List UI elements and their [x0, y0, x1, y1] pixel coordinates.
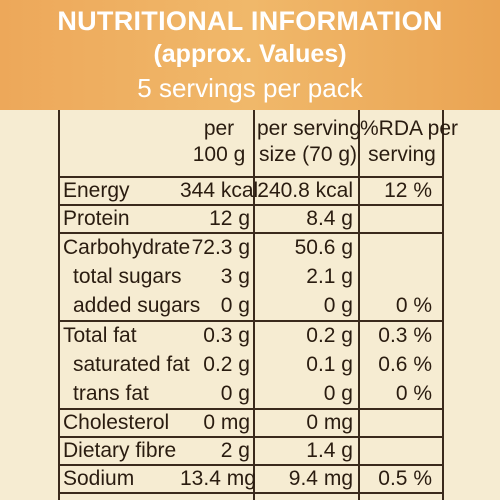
nutrient-label-total-fat: Total fat: [63, 324, 137, 347]
header-title: NUTRITIONAL INFORMATION: [57, 6, 443, 36]
divider-col-3: [358, 110, 360, 500]
per100-value: 2 g: [220, 439, 250, 462]
col-header-rda-line1: %RDA per: [360, 117, 459, 140]
nutrient-label-saturated-fat: saturated fat: [73, 353, 190, 376]
divider-carbohydrate: [58, 320, 444, 322]
nutrition-table: per 100 g per serving size (70 g) %RDA p…: [0, 110, 500, 500]
per-serving-value: 0.1 g: [306, 353, 353, 376]
rda-value: 0 %: [395, 382, 432, 405]
nutrient-label-trans-fat: trans fat: [73, 382, 149, 405]
col-header-per100-line1: per: [203, 117, 235, 140]
rda-value: 0.6 %: [378, 353, 432, 376]
header-subtitle: (approx. Values): [153, 40, 347, 68]
col-header-per100-line2: 100 g: [192, 143, 246, 166]
per100-value: 72.3 g: [191, 236, 250, 259]
per-serving-value: 8.4 g: [306, 207, 353, 230]
per-serving-value: 2.1 g: [306, 265, 353, 288]
divider-energy: [58, 204, 444, 206]
nutrient-label-dietary-fibre: Dietary fibre: [63, 439, 177, 462]
per100-value: 12 g: [209, 207, 250, 230]
nutrition-header: NUTRITIONAL INFORMATION (approx. Values)…: [0, 0, 500, 110]
divider-fibre: [58, 464, 444, 466]
nutrient-label-cholesterol: Cholesterol: [63, 411, 170, 434]
col-header-serving-line1: per serving: [257, 117, 361, 140]
divider-col-4: [442, 110, 444, 500]
per100-value: 0.3 g: [203, 324, 250, 347]
per100-value: 0 g: [220, 294, 250, 317]
per-serving-value: 0 mg: [306, 411, 353, 434]
per-serving-value: 0.2 g: [306, 324, 353, 347]
col-header-rda-line2: serving: [368, 143, 436, 166]
rda-value: 12 %: [384, 179, 432, 202]
divider-cholesterol: [58, 436, 444, 438]
rda-value: 0.5 %: [378, 467, 432, 490]
per-serving-value: 9.4 mg: [288, 467, 353, 490]
divider-fat: [58, 408, 444, 410]
per-serving-value: 0 g: [323, 382, 353, 405]
per100-value: 0.2 g: [203, 353, 250, 376]
per100-value: 0 mg: [203, 411, 250, 434]
per-serving-value: 0 g: [323, 294, 353, 317]
divider-bottom: [58, 492, 444, 494]
nutrient-label-protein: Protein: [63, 207, 130, 230]
nutrient-label-energy: Energy: [63, 179, 130, 202]
per100-value: 3 g: [220, 265, 250, 288]
nutrient-label-added-sugars: added sugars: [73, 294, 201, 317]
per100-value: 344 kcal: [180, 179, 259, 202]
nutrient-label-carbohydrate: Carbohydrate: [63, 236, 191, 259]
divider-col-2: [253, 110, 255, 500]
nutrient-label-sodium: Sodium: [63, 467, 135, 490]
per100-value: 0 g: [220, 382, 250, 405]
per100-value: 13.4 mg: [180, 467, 256, 490]
servings-per-pack: 5 servings per pack: [137, 73, 363, 103]
per-serving-value: 1.4 g: [306, 439, 353, 462]
divider-header: [58, 176, 444, 178]
divider-col-1: [58, 110, 60, 500]
nutrient-label-total-sugars: total sugars: [73, 265, 182, 288]
per-serving-value: 240.8 kcal: [257, 179, 353, 202]
divider-protein: [58, 232, 444, 234]
rda-value: 0.3 %: [378, 324, 432, 347]
rda-value: 0 %: [395, 294, 432, 317]
col-header-serving-line2: size (70 g): [258, 143, 358, 166]
per-serving-value: 50.6 g: [294, 236, 353, 259]
